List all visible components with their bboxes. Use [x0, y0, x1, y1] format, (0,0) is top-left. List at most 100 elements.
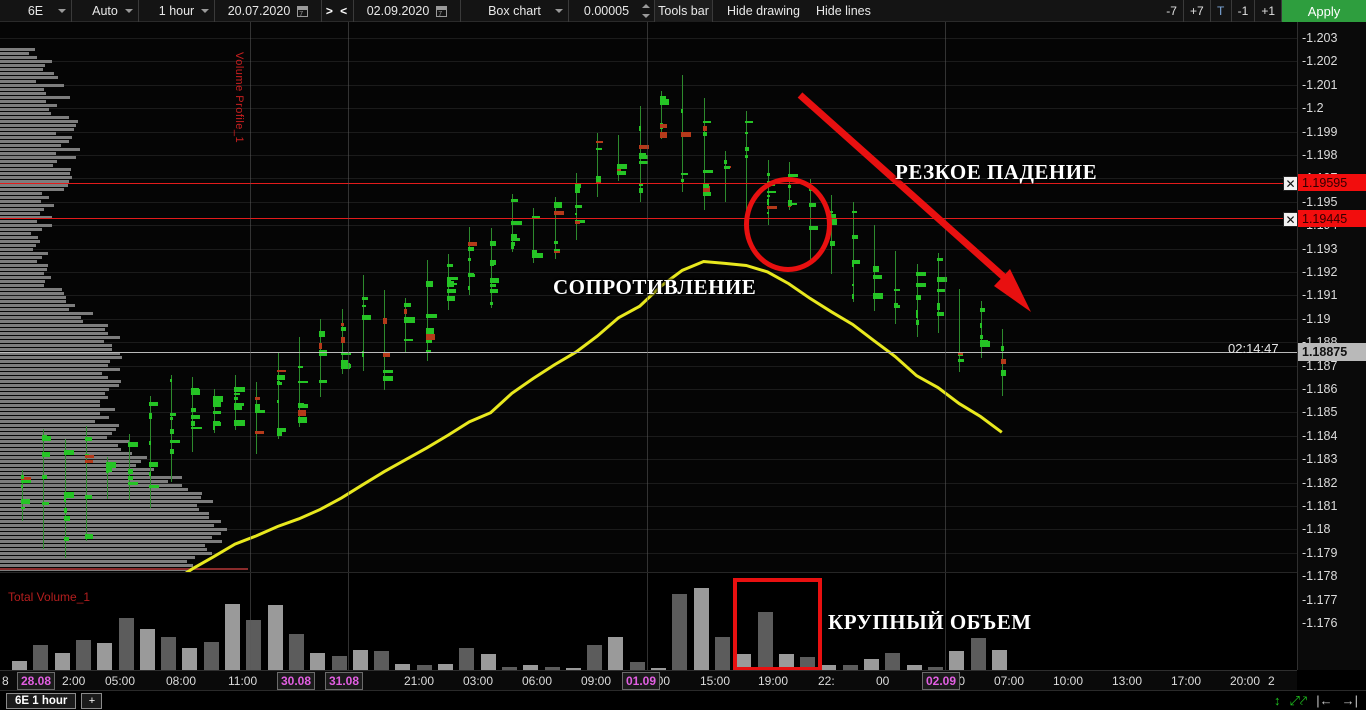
- resistance-highlight-ellipse[interactable]: [744, 177, 832, 272]
- volume-profile-bar: [0, 564, 193, 567]
- resistance-line-2[interactable]: [0, 218, 1297, 219]
- volume-profile-bar: [0, 256, 43, 259]
- shift-back-1-button[interactable]: -1: [1232, 0, 1256, 22]
- volume-at-price-block: [468, 247, 474, 251]
- volume-profile-bar: [0, 448, 121, 451]
- volume-bar: [927, 666, 943, 670]
- tick-value-stepper[interactable]: 0.00005: [569, 0, 655, 22]
- tools-bar-button[interactable]: Tools bar: [655, 0, 713, 22]
- chart-tab-6e-1hour[interactable]: 6E 1 hour: [6, 692, 77, 709]
- volume-at-price-block: [787, 173, 798, 177]
- today-button[interactable]: T: [1211, 0, 1232, 22]
- volume-pane[interactable]: Total Volume_1 КРУПНЫЙ ОБЪЕМ: [0, 572, 1297, 670]
- volume-at-price-block: [63, 450, 74, 456]
- shift-forward-7-button[interactable]: +7: [1184, 0, 1211, 22]
- add-chart-tab-button[interactable]: +: [81, 692, 103, 709]
- volume-profile-bar: [0, 160, 57, 163]
- volume-bar: [395, 663, 411, 670]
- stepper-up-icon[interactable]: [642, 4, 650, 8]
- volume-at-price-block: [106, 462, 115, 469]
- volume-at-price-block: [638, 154, 649, 159]
- volume-profile-bar: [0, 240, 41, 243]
- calendar-icon[interactable]: [297, 5, 309, 18]
- volume-highlight-rect[interactable]: [733, 578, 822, 670]
- apply-label: Apply: [1307, 3, 1341, 19]
- volume-bar: [480, 654, 496, 670]
- resistance-line-1[interactable]: [0, 183, 1297, 184]
- apply-button[interactable]: Apply: [1282, 0, 1366, 22]
- volume-profile-bar: [0, 152, 57, 155]
- shift-back-7-button[interactable]: -7: [1160, 0, 1184, 22]
- volume-at-price-block: [42, 452, 51, 458]
- annotation-large-volume: КРУПНЫЙ ОБЪЕМ: [828, 610, 1032, 634]
- volume-profile-bar: [0, 364, 109, 367]
- time-tick: 11:00: [228, 674, 258, 688]
- price-tick: -1.201: [1302, 77, 1338, 92]
- tick-value: 0.00005: [583, 4, 630, 18]
- volume-at-price-block: [170, 429, 174, 434]
- volume-profile-bar: [0, 224, 52, 227]
- volume-bar: [331, 655, 347, 670]
- hide-drawing-button[interactable]: Hide drawing: [713, 0, 806, 22]
- calendar-icon[interactable]: [436, 5, 448, 18]
- volume-profile-bar: [0, 484, 182, 487]
- shift-forward-1-button[interactable]: +1: [1255, 0, 1282, 22]
- price-tick: -1.179: [1302, 545, 1338, 560]
- volume-profile-bar: [0, 88, 45, 91]
- fit-screen-icon[interactable]: ⤢⤤: [1289, 693, 1308, 708]
- close-price-line-2-icon[interactable]: ✕: [1283, 212, 1298, 227]
- volume-at-price-block: [574, 183, 581, 188]
- timeframe-select[interactable]: 1 hour: [139, 0, 215, 22]
- volume-profile-bar: [0, 188, 64, 191]
- time-axis[interactable]: 82:0005:0008:0011:0014:0021:0003:0006:00…: [0, 670, 1297, 690]
- volume-bar: [33, 644, 49, 670]
- volume-at-price-block: [638, 182, 644, 186]
- volume-bar: [672, 594, 688, 670]
- price-tag-resistance-2[interactable]: 1.19445: [1298, 210, 1366, 227]
- volume-profile-bar: [0, 392, 106, 395]
- price-tick: -1.18: [1302, 522, 1331, 537]
- volume-bar: [693, 588, 709, 670]
- volume-bar: [757, 611, 773, 670]
- volume-profile-bar: [0, 380, 121, 383]
- volume-profile-bar: [0, 464, 137, 467]
- range-arrows-button[interactable]: > <: [322, 0, 354, 22]
- date-to-field[interactable]: 02.09.2020: [354, 0, 461, 22]
- date-from-field[interactable]: 20.07.2020: [215, 0, 322, 22]
- volume-profile-bar: [0, 488, 188, 491]
- volume-profile-bar: [0, 460, 141, 463]
- volume-at-price-block: [127, 475, 134, 481]
- price-axis[interactable]: -1.203-1.202-1.201-1.2-1.199-1.198-1.197…: [1297, 22, 1366, 670]
- volume-bar: [714, 636, 730, 670]
- price-pane[interactable]: Volume Profile_1 02:14:47 РЕЗКОЕ ПАДЕНИЕ…: [0, 22, 1297, 578]
- candle-wick: [554, 197, 556, 260]
- candle-wick: [831, 194, 833, 274]
- volume-profile-bar: [0, 92, 46, 95]
- volume-profile-bar: [0, 264, 49, 267]
- vertical-resize-icon[interactable]: ↕: [1273, 693, 1281, 708]
- jump-right-icon[interactable]: →|: [1341, 693, 1358, 708]
- price-tag-resistance-1[interactable]: 1.19595: [1298, 174, 1366, 191]
- volume-at-price-block: [42, 474, 48, 479]
- volume-profile-bar: [0, 116, 70, 119]
- jump-left-icon[interactable]: |←: [1316, 693, 1333, 708]
- price-tag-last[interactable]: 1.18875: [1298, 343, 1366, 361]
- volume-bar: [864, 658, 879, 670]
- close-price-line-1-icon[interactable]: ✕: [1283, 176, 1298, 191]
- chart-type-select[interactable]: Box chart: [461, 0, 569, 22]
- volume-bar: [416, 665, 432, 670]
- down-arrow-annotation[interactable]: [0, 22, 1297, 572]
- price-tick: -1.176: [1302, 616, 1338, 630]
- symbol-select[interactable]: 6E: [0, 0, 72, 22]
- volume-profile-bar: [0, 512, 210, 515]
- hide-lines-button[interactable]: Hide lines: [806, 0, 877, 22]
- stepper-down-icon[interactable]: [642, 14, 650, 18]
- volume-at-price-block: [148, 416, 153, 420]
- volume-profile-bar: [0, 376, 109, 379]
- chart-canvas[interactable]: Volume Profile_1 02:14:47 РЕЗКОЕ ПАДЕНИЕ…: [0, 22, 1297, 670]
- candle-wick: [852, 202, 854, 302]
- crosshair-time-label: 02:14:47: [1228, 341, 1279, 356]
- scale-mode-select[interactable]: Auto: [72, 0, 139, 22]
- volume-profile-bar: [0, 288, 63, 291]
- crosshair-horizontal: [0, 352, 1297, 353]
